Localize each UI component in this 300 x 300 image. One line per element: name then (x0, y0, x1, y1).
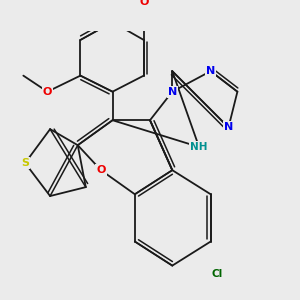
Text: N: N (206, 66, 215, 76)
Text: O: O (96, 165, 106, 175)
Text: S: S (21, 158, 29, 168)
Text: NH: NH (190, 142, 208, 152)
Text: N: N (224, 122, 233, 132)
Text: N: N (168, 87, 177, 97)
Text: O: O (139, 0, 148, 8)
Text: Cl: Cl (211, 268, 223, 279)
Text: O: O (43, 87, 52, 97)
